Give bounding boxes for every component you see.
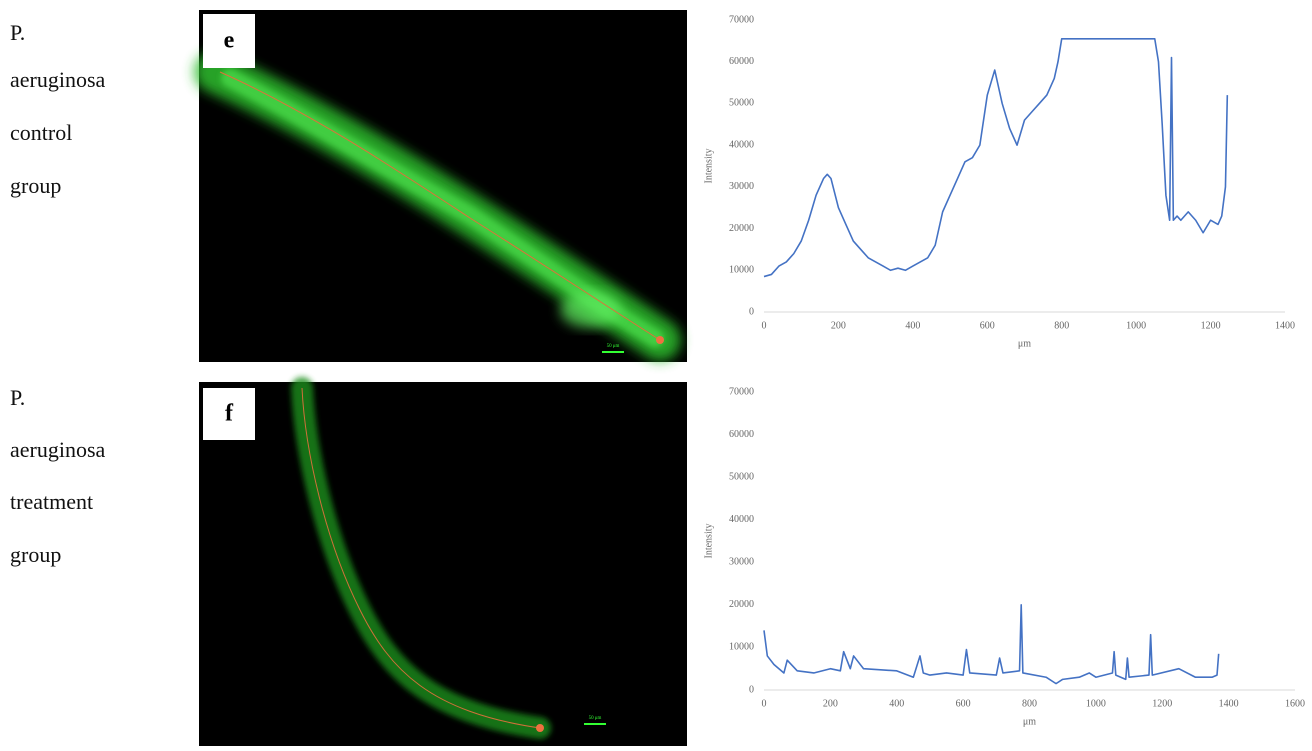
- label-line: group: [10, 542, 61, 567]
- scale-bar-label: 50 μm: [607, 344, 620, 349]
- label-line: P.: [10, 385, 25, 410]
- y-tick-label: 30000: [729, 181, 754, 192]
- y-tick-label: 70000: [729, 14, 754, 25]
- x-tick-label: 1200: [1152, 698, 1172, 709]
- x-tick-label: 200: [831, 320, 846, 331]
- y-tick-label: 50000: [729, 98, 754, 109]
- x-axis-title: μm: [1018, 338, 1031, 349]
- x-tick-label: 0: [762, 320, 767, 331]
- data-line: [763, 604, 1220, 685]
- y-tick-label: 20000: [729, 599, 754, 610]
- x-axis-title: μm: [1023, 716, 1036, 727]
- x-tick-label: 400: [889, 698, 904, 709]
- y-tick-label: 40000: [729, 139, 754, 150]
- x-tick-label: 600: [956, 698, 971, 709]
- y-tick-label: 70000: [729, 386, 754, 397]
- x-tick-label: 400: [905, 320, 920, 331]
- label-line: treatment: [10, 489, 93, 514]
- x-tick-label: 800: [1054, 320, 1069, 331]
- micrograph-e: e 50 μm: [194, 10, 687, 362]
- x-tick-label: 1600: [1285, 698, 1305, 709]
- label-line: control: [10, 120, 72, 145]
- y-tick-label: 20000: [729, 223, 754, 234]
- y-axis-title: Intensity: [703, 149, 714, 184]
- y-tick-label: 60000: [729, 56, 754, 67]
- x-tick-label: 0: [762, 698, 767, 709]
- y-axis-title: Intensity: [703, 524, 714, 559]
- y-tick-label: 40000: [729, 514, 754, 525]
- y-tick-label: 0: [749, 684, 754, 695]
- panel-letter: f: [225, 401, 234, 427]
- x-tick-label: 200: [823, 698, 838, 709]
- data-line: [763, 37, 1229, 278]
- label-line: P.: [10, 20, 25, 45]
- x-tick-label: 1000: [1126, 320, 1146, 331]
- scale-bar-label: 50 μm: [589, 716, 602, 721]
- label-line: aeruginosa: [10, 437, 106, 462]
- panel-letter: e: [224, 28, 235, 54]
- micrograph-f: f 50 μm: [199, 377, 687, 746]
- y-tick-label: 30000: [729, 557, 754, 568]
- x-tick-label: 1400: [1219, 698, 1239, 709]
- y-tick-label: 60000: [729, 429, 754, 440]
- row-label-e: P. aeruginosa control group: [10, 20, 106, 198]
- y-tick-label: 10000: [729, 642, 754, 653]
- x-tick-label: 1200: [1201, 320, 1221, 331]
- label-line: aeruginosa: [10, 67, 106, 92]
- x-tick-label: 600: [980, 320, 995, 331]
- x-tick-label: 1000: [1086, 698, 1106, 709]
- label-line: group: [10, 173, 61, 198]
- x-tick-label: 1400: [1275, 320, 1295, 331]
- y-tick-label: 0: [749, 306, 754, 317]
- y-tick-label: 10000: [729, 265, 754, 276]
- x-tick-label: 800: [1022, 698, 1037, 709]
- row-label-f: P. aeruginosa treatment group: [10, 385, 106, 567]
- y-tick-label: 50000: [729, 471, 754, 482]
